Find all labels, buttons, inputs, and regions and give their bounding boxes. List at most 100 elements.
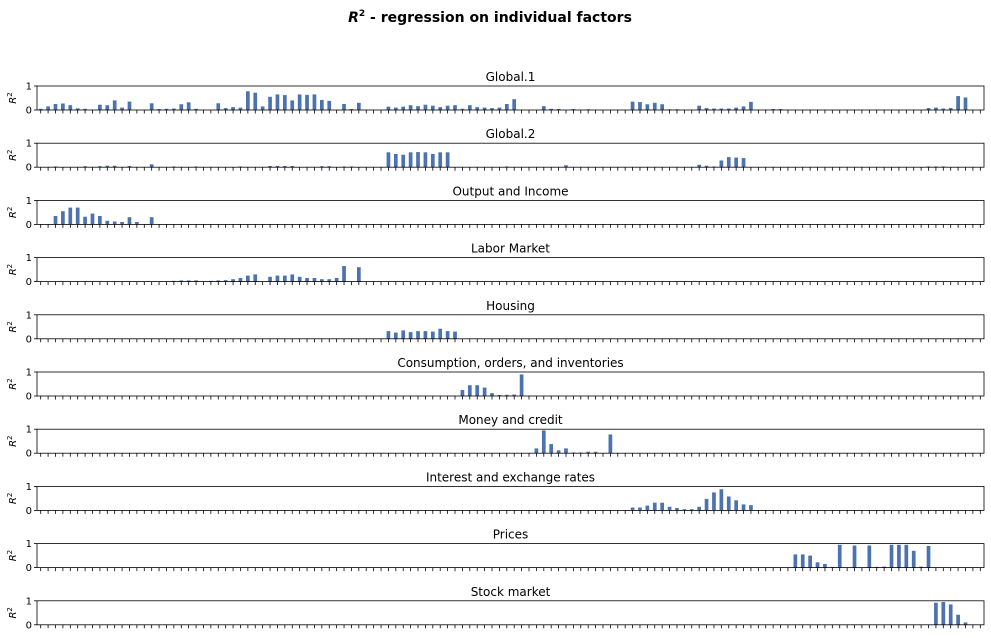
bar	[260, 106, 265, 110]
bar	[482, 387, 487, 396]
bar	[904, 544, 909, 568]
panel-title: Stock market	[471, 585, 551, 599]
bar	[275, 94, 280, 110]
bar	[652, 102, 657, 110]
bar	[815, 562, 820, 568]
y-axis-label-sup: 2	[6, 207, 14, 211]
bar	[475, 107, 480, 110]
axes-frame	[36, 600, 985, 626]
y-tick-label: 1	[26, 368, 32, 379]
bar	[282, 95, 287, 110]
bar	[46, 106, 50, 110]
bar	[305, 94, 309, 110]
bar	[911, 550, 916, 568]
bar	[356, 267, 361, 282]
panel-title: Output and Income	[452, 184, 568, 198]
bar	[231, 279, 235, 282]
panel-title: Housing	[486, 299, 535, 313]
panel-2: Output and Income R2 0 1	[6, 184, 985, 231]
bar	[497, 395, 502, 396]
axes-frame	[36, 85, 985, 111]
axes-frame	[36, 371, 985, 397]
bar	[837, 544, 842, 568]
y-axis-label-sup: 2	[6, 378, 14, 382]
panel-title: Global.2	[486, 127, 536, 141]
bar	[61, 103, 65, 110]
bar	[416, 152, 420, 168]
bar	[882, 566, 886, 568]
bar	[127, 101, 132, 110]
y-axis-label: R2	[6, 607, 19, 618]
bar	[179, 280, 184, 282]
bar	[393, 154, 398, 168]
panel-9: Stock market R2 0 1	[6, 585, 985, 631]
bar	[416, 331, 420, 339]
bar	[246, 275, 250, 282]
y-tick-label: 1	[26, 425, 32, 436]
bar	[926, 108, 931, 110]
bar	[120, 107, 124, 110]
bar	[549, 108, 554, 110]
y-tick-label: 1	[26, 310, 32, 321]
bar	[556, 109, 561, 110]
bar	[68, 207, 73, 225]
y-axis-label-sup: 2	[6, 264, 14, 268]
bar	[460, 108, 465, 110]
bar	[75, 108, 80, 110]
y-axis-label: R2	[6, 493, 19, 504]
bar	[53, 216, 58, 225]
bar	[564, 165, 568, 168]
y-axis-label: R2	[6, 207, 19, 218]
bar	[512, 99, 517, 110]
bar	[268, 276, 272, 282]
y-axis-label-base: R	[8, 154, 19, 161]
y-axis-label-sup: 2	[6, 550, 14, 554]
y-axis-label-base: R	[8, 612, 19, 619]
bar	[305, 278, 309, 282]
panel-title: Money and credit	[458, 413, 563, 427]
bar	[423, 104, 428, 110]
panel-7: Interest and exchange rates R2 0 1	[6, 470, 985, 517]
bar	[475, 385, 480, 396]
bar	[445, 331, 450, 339]
bar	[726, 108, 731, 110]
y-axis-label-sup: 2	[6, 607, 14, 611]
bar	[290, 274, 295, 282]
bar	[675, 508, 679, 511]
axes-frame	[36, 428, 985, 454]
bar	[268, 96, 272, 110]
bar	[534, 448, 539, 454]
bar	[275, 166, 280, 168]
bar	[408, 332, 413, 339]
bar	[956, 614, 960, 625]
bar	[919, 566, 923, 568]
bar	[712, 108, 716, 110]
bar	[401, 154, 406, 168]
bar	[897, 544, 901, 568]
y-axis-label: R2	[6, 149, 19, 160]
bar	[490, 108, 494, 110]
bar	[349, 109, 354, 110]
bar	[401, 106, 406, 110]
bar	[282, 275, 287, 282]
bar	[519, 374, 524, 396]
bar	[186, 280, 191, 282]
bar	[319, 99, 324, 110]
y-axis-label-base: R	[8, 554, 19, 561]
bar	[238, 107, 243, 110]
bar	[638, 102, 642, 110]
bar	[408, 152, 413, 168]
y-tick-label: 1	[26, 596, 32, 607]
y-tick-label: 0	[26, 392, 32, 403]
bar	[297, 94, 302, 110]
bar	[467, 385, 472, 396]
y-tick-label: 0	[26, 163, 32, 174]
bar	[889, 544, 894, 568]
bar	[327, 166, 332, 168]
y-tick-label: 0	[26, 106, 32, 117]
bar	[438, 152, 443, 168]
bar	[549, 444, 554, 454]
bar	[194, 280, 198, 282]
bar	[808, 555, 812, 568]
